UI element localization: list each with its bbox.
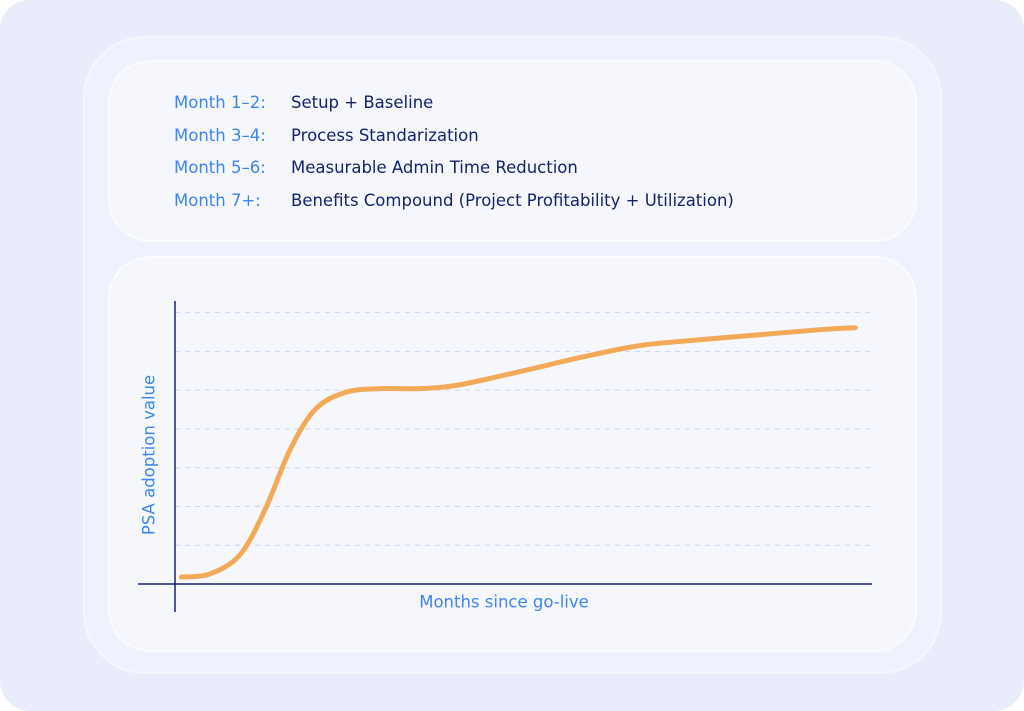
y-axis-label: PSA adoption value	[140, 375, 159, 535]
timeline-text: Benefits Compound (Project Profitability…	[291, 190, 734, 210]
timeline-label: Month 5–6:	[174, 158, 266, 177]
line	[178, 325, 858, 580]
timeline-card	[110, 62, 915, 240]
x-axis-label: Months since go-live	[419, 593, 589, 612]
timeline-row: Month 1–2: Setup + Baseline	[174, 91, 433, 115]
timeline-label: Month 3–4:	[174, 125, 266, 145]
timeline-text: Setup + Baseline	[291, 93, 434, 112]
timeline-row: Month 7+: Benefits Compound (Project Prof…	[174, 189, 734, 213]
timeline-text: Measurable Admin Time Reduction	[291, 158, 578, 177]
timeline-row: Month 5–6: Measurable Admin Time Reductio…	[174, 156, 578, 180]
timeline-row: Month 3–4: Process Standarization	[174, 124, 479, 148]
timeline-label: Month 1–2:	[174, 93, 266, 112]
timeline-label: Month 7+:	[174, 190, 261, 210]
timeline-text: Process Standarization	[291, 125, 479, 145]
